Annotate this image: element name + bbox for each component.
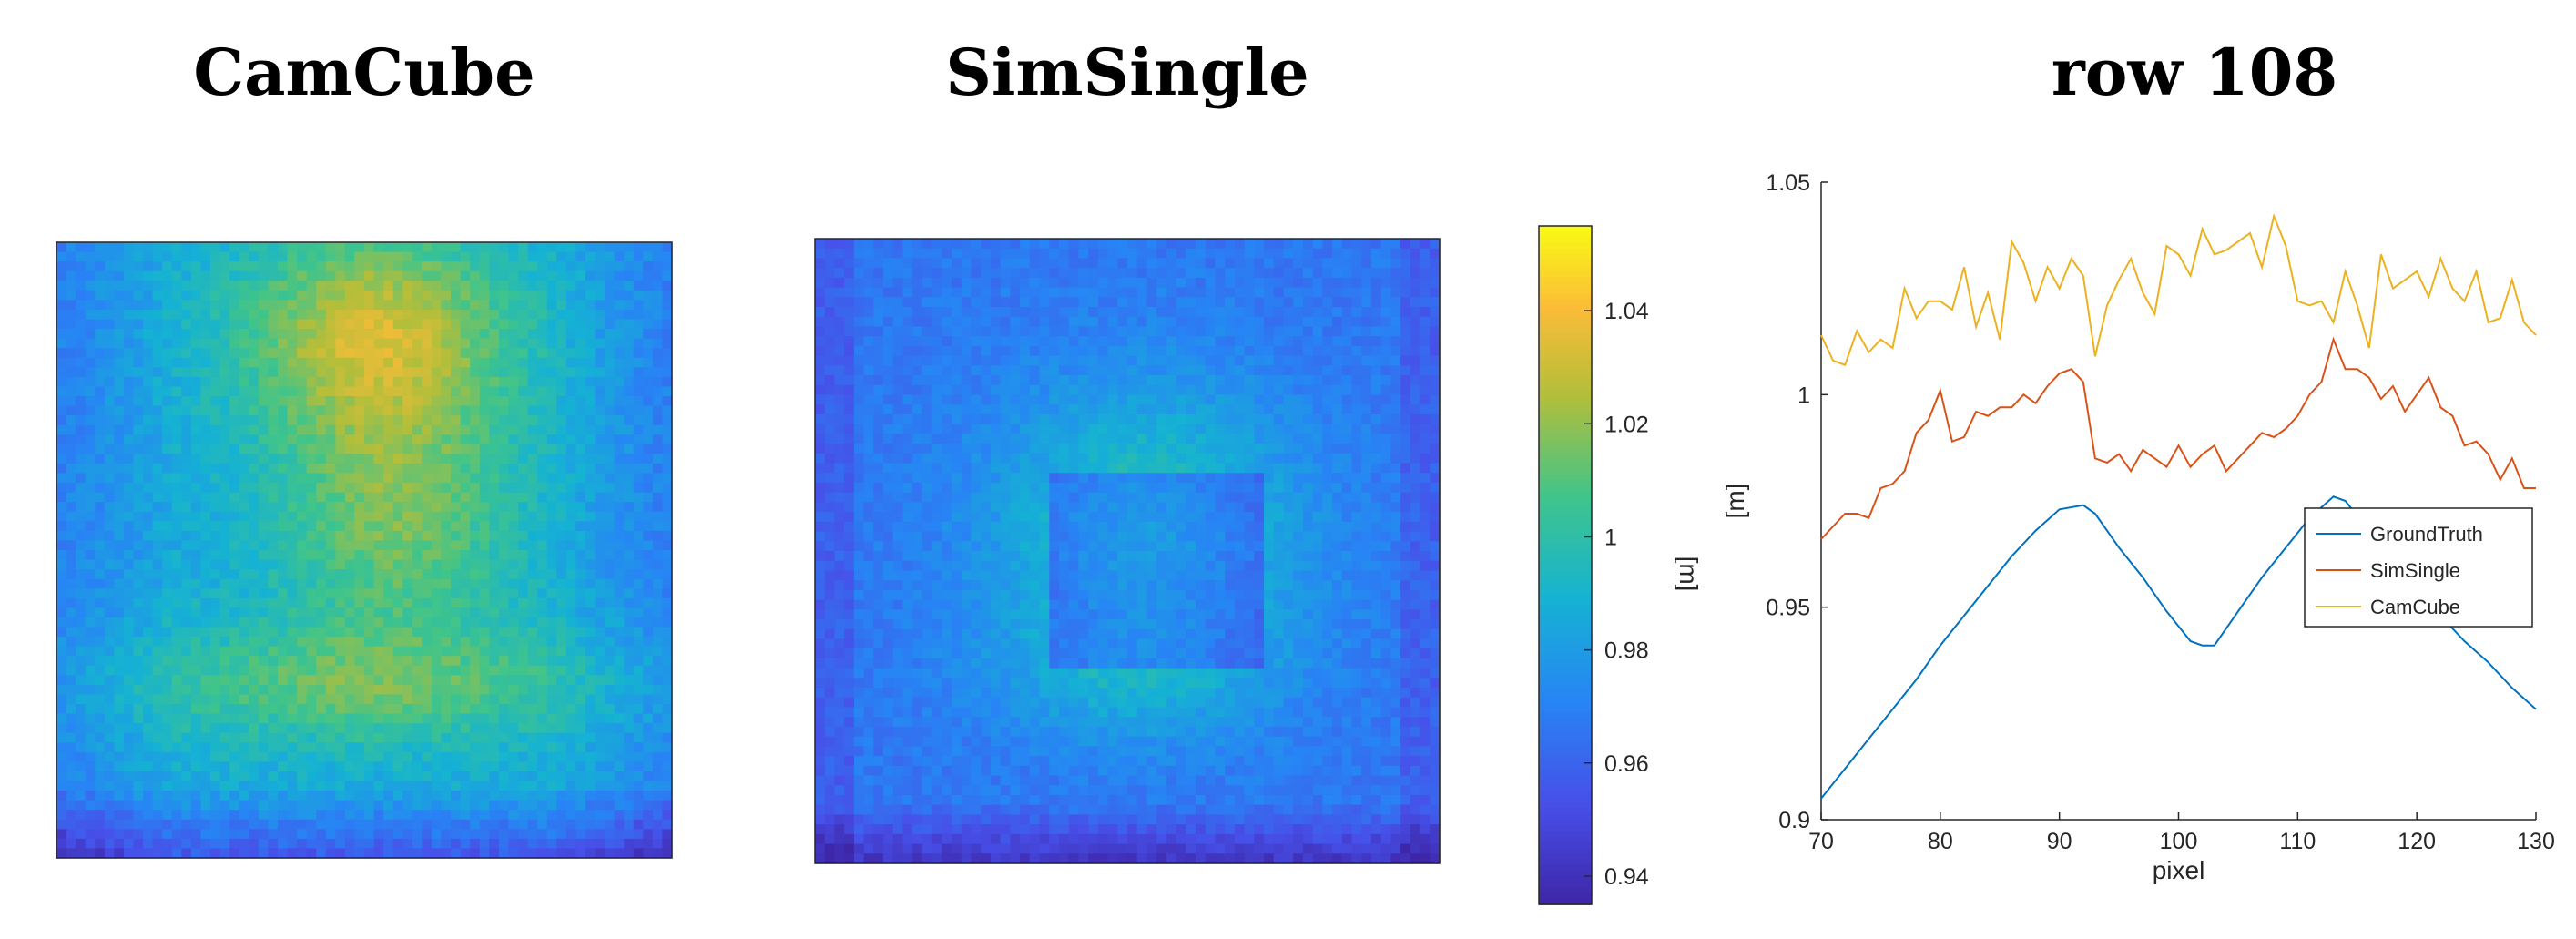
colorbar-tick-label: 1.02 (1604, 412, 1649, 437)
y-tick-label: 0.9 (1778, 808, 1810, 833)
x-tick-label: 130 (2517, 829, 2555, 854)
legend-entry: GroundTruth (2370, 523, 2483, 546)
x-tick-label: 80 (1928, 829, 1953, 854)
x-tick-label: 90 (2047, 829, 2072, 854)
colorbar-tick-label: 1.04 (1604, 299, 1649, 324)
colorbar-label: [m] (1675, 556, 1703, 592)
legend-entry: SimSingle (2370, 559, 2460, 582)
series-line-camcube (1820, 212, 2537, 366)
legend: GroundTruth SimSingle CamCube (2304, 507, 2533, 628)
colorbar-tick-label: 0.94 (1604, 864, 1649, 890)
line-plot: 70 80 90 100 110 120 130 0.9 0.95 1 1.05 (1766, 170, 2555, 854)
y-tick-label: 1.05 (1766, 170, 1810, 196)
series-line-simsingle (1820, 336, 2536, 540)
x-tick-label: 100 (2160, 829, 2198, 854)
y-tick-label: 0.95 (1766, 596, 1810, 621)
y-tick-label: 1 (1797, 383, 1810, 408)
colorbar (1538, 225, 1593, 905)
x-tick-label: 70 (1808, 829, 1834, 854)
colorbar-tick-label: 0.96 (1604, 751, 1649, 777)
x-tick-label: 120 (2398, 829, 2436, 854)
row-plot-title: row 108 (2051, 35, 2338, 110)
y-axis-label: [m] (1721, 484, 1749, 519)
legend-entry: CamCube (2370, 596, 2460, 618)
simsingle-heatmap (814, 238, 1441, 864)
camcube-heatmap (56, 241, 673, 859)
camcube-title: CamCube (193, 35, 535, 110)
colorbar-tick-label: 0.98 (1604, 638, 1649, 664)
colorbar-ticks: 0.94 0.96 0.98 1 1.02 1.04 (1584, 299, 1649, 890)
simsingle-title: SimSingle (945, 35, 1309, 110)
colorbar-tick-label: 1 (1604, 525, 1617, 550)
x-axis-label: pixel (2153, 856, 2205, 884)
x-tick-label: 110 (2279, 829, 2316, 854)
